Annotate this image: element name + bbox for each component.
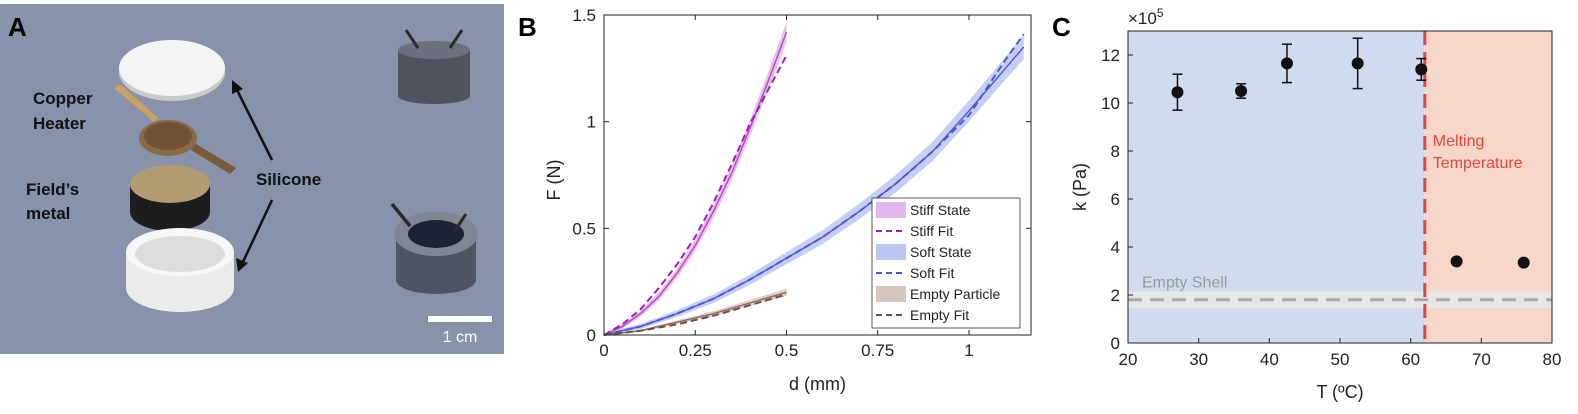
x-tick-label: 80	[1543, 350, 1562, 369]
y-tick-label: 8	[1111, 142, 1120, 161]
x-tick-label: 0.25	[679, 341, 712, 360]
y-tick-label: 6	[1111, 190, 1120, 209]
panel-c-letter: C	[1052, 12, 1071, 42]
y-tick-label: 4	[1111, 238, 1120, 257]
y-tick-label: 0	[587, 326, 596, 345]
assembled-device-photo-top	[398, 29, 470, 104]
panel-c-y-axis-label: k (Pa)	[1070, 163, 1090, 211]
silicone-cup-bottom	[126, 228, 234, 312]
data-point	[1171, 86, 1184, 99]
y-tick-label: 10	[1101, 94, 1120, 113]
scale-bar	[428, 316, 492, 322]
x-tick-label: 70	[1472, 350, 1491, 369]
panel-b-legend: Stiff State Stiff Fit Soft State Soft Fit Em…	[871, 197, 1021, 329]
panel-b-lines	[603, 31, 1025, 336]
arrow-to-cup	[236, 199, 274, 272]
melting-temperature-label-line1: Melting	[1433, 133, 1485, 150]
data-point	[1517, 256, 1530, 269]
panel-c: C Empty Shell Melting Temperature 20 30 40…	[1052, 6, 1561, 402]
data-point	[1235, 85, 1248, 97]
series-line-empty-fit	[603, 293, 787, 336]
melting-temperature-label-line2: Temperature	[1433, 155, 1523, 172]
x-tick-label: 60	[1401, 350, 1420, 369]
stiff-region-background	[1424, 31, 1552, 343]
series-line-stiff-fit	[603, 55, 788, 336]
y-tick-label: 1.5	[572, 6, 596, 25]
legend-box	[871, 197, 1021, 329]
legend-swatch-stiff-state	[876, 202, 906, 218]
legend-label-stiff-state: Stiff State	[910, 202, 971, 218]
fields-metal-label-line1: Field’s	[26, 180, 79, 199]
legend-label-empty-fit: Empty Fit	[910, 307, 969, 323]
panel-c-x-axis-label: T (ºC)	[1316, 382, 1363, 402]
empty-shell-label: Empty Shell	[1142, 274, 1227, 291]
x-tick-label: 30	[1189, 350, 1208, 369]
panel-b-ticks: 0 0.25 0.5 0.75 1 0 0.5 1 1.5	[572, 6, 1031, 360]
x-tick-label: 0.75	[861, 341, 894, 360]
fields-metal-label-line2: metal	[26, 204, 70, 223]
panel-a: A Copper Heater Field’s metal Sil	[0, 4, 504, 354]
series-line-empty-particle	[603, 291, 787, 336]
data-point	[1351, 57, 1364, 70]
series-line-soft-state	[603, 46, 1025, 336]
scale-bar-label: 1 cm	[443, 329, 478, 346]
silicone-lid-top	[119, 40, 225, 101]
panel-b-axes-frame	[603, 14, 1032, 336]
arrow-to-lid	[232, 80, 274, 161]
legend-label-empty-particle: Empty Particle	[910, 286, 1000, 302]
copper-heater-label-line2: Heater	[33, 114, 86, 133]
data-point	[1281, 57, 1293, 70]
legend-label-soft-fit: Soft Fit	[910, 265, 954, 281]
fields-metal-part	[130, 165, 210, 231]
panel-c-ticks: 20 30 40 50 60 70 80 0 2 4 6 8 10 12	[1101, 46, 1561, 369]
panel-a-letter: A	[8, 12, 27, 42]
x-tick-label: 0	[599, 341, 608, 360]
legend-label-stiff-fit: Stiff Fit	[910, 223, 953, 239]
data-point	[1450, 255, 1463, 268]
series-line-soft-fit	[603, 33, 1025, 336]
panel-c-data-points	[1171, 37, 1530, 269]
y-tick-label: 1	[587, 113, 596, 132]
silicone-label: Silicone	[256, 170, 321, 189]
panel-b-letter: B	[518, 12, 537, 42]
y-tick-label: 0	[1111, 334, 1120, 353]
assembled-device-photo-bottom	[390, 202, 478, 294]
legend-swatch-soft-state	[876, 244, 906, 260]
x-tick-label: 1	[964, 341, 973, 360]
x-tick-label: 40	[1260, 350, 1279, 369]
panel-c-exponent-label: ×105	[1128, 6, 1164, 28]
legend-label-soft-state: Soft State	[910, 244, 972, 260]
panel-b-x-axis-label: d (mm)	[789, 374, 846, 394]
panel-b-y-axis-label: F (N)	[544, 160, 564, 201]
y-tick-label: 0.5	[572, 219, 596, 238]
data-point	[1415, 63, 1428, 76]
y-tick-label: 2	[1111, 286, 1120, 305]
copper-heater-label-line1: Copper	[33, 89, 93, 108]
series-line-stiff-state	[603, 31, 788, 336]
x-tick-label: 50	[1331, 350, 1350, 369]
legend-swatch-empty-particle	[876, 286, 906, 302]
y-tick-label: 12	[1101, 46, 1120, 65]
x-tick-label: 20	[1119, 350, 1138, 369]
copper-heater-part	[114, 84, 236, 174]
x-tick-label: 0.5	[775, 341, 799, 360]
band-stiff-state	[604, 22, 787, 336]
panel-b: B 0 0.25 0.5 0.75 1 0 0.5 1 1.5 d (mm) F (N) Sti…	[518, 6, 1032, 394]
